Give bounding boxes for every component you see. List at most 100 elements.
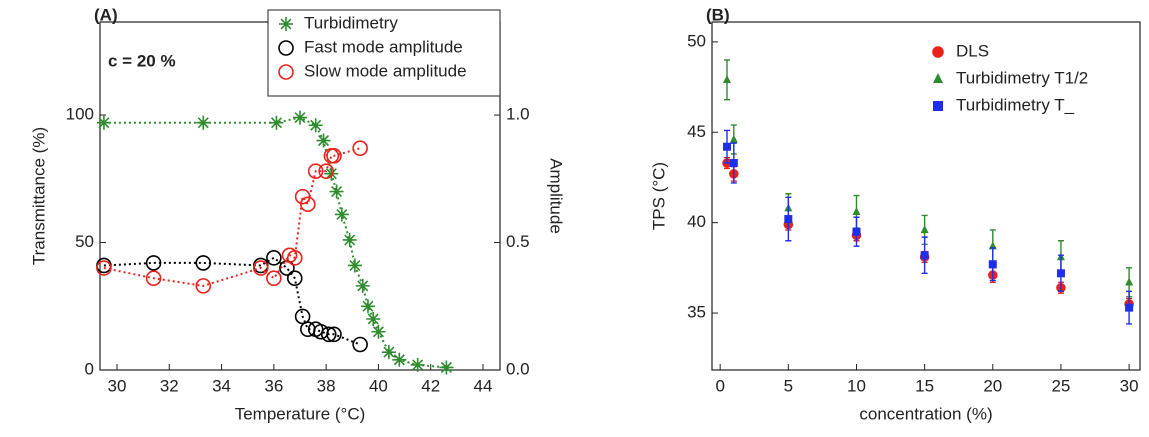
- marker: [320, 326, 337, 343]
- marker: [308, 118, 323, 133]
- marker: [722, 142, 731, 151]
- marker: [324, 166, 339, 181]
- marker: [1125, 303, 1134, 312]
- annotation: c = 20 %: [108, 51, 176, 70]
- y-tick-label: 0: [85, 359, 94, 378]
- x-tick-label: 15: [915, 376, 934, 395]
- legend-label: DLS: [956, 41, 989, 60]
- x-tick-label: 44: [474, 376, 493, 395]
- legend-label: Fast mode amplitude: [304, 37, 463, 56]
- marker: [729, 159, 738, 168]
- marker: [352, 336, 368, 353]
- marker: [145, 255, 162, 271]
- marker: [293, 110, 307, 125]
- x-tick-label: 36: [264, 376, 283, 395]
- marker: [988, 260, 997, 269]
- x-tick-label: 20: [983, 376, 1002, 395]
- marker: [196, 115, 211, 130]
- marker: [96, 260, 112, 276]
- legend-label: Turbidimetry T1/2: [956, 68, 1088, 87]
- marker: [352, 140, 368, 156]
- marker: [852, 207, 861, 216]
- marker: [195, 278, 212, 294]
- marker: [307, 163, 324, 179]
- marker: [286, 270, 303, 287]
- marker: [852, 227, 861, 236]
- legend-marker: [278, 40, 294, 56]
- marker: [355, 278, 370, 293]
- marker: [366, 312, 381, 327]
- marker: [371, 324, 386, 339]
- marker: [326, 148, 342, 164]
- marker: [313, 323, 329, 340]
- legend-box: [267, 9, 501, 97]
- x-axis-label: concentration (%): [859, 404, 992, 423]
- marker: [392, 352, 407, 367]
- x-tick-label: 38: [317, 376, 336, 395]
- marker: [381, 345, 396, 360]
- x-tick-label: 40: [369, 376, 388, 395]
- marker: [96, 115, 111, 130]
- marker: [329, 184, 344, 199]
- marker: [784, 215, 793, 224]
- chart-title: (B): [706, 5, 730, 24]
- marker: [1056, 269, 1065, 278]
- y-tick-label: 50: [75, 232, 94, 251]
- marker: [318, 163, 334, 179]
- marker: [266, 270, 282, 287]
- marker: [722, 75, 731, 84]
- chart-title: (A): [94, 5, 118, 24]
- y-tick-label: 40: [687, 212, 706, 231]
- marker: [920, 225, 929, 234]
- marker: [286, 250, 303, 266]
- marker: [334, 207, 349, 222]
- x-axis-label: Temperature (°C): [235, 404, 366, 423]
- marker: [316, 133, 331, 148]
- series-line: [103, 147, 361, 287]
- legend-marker: [932, 46, 944, 58]
- y-tick-label: 45: [687, 122, 706, 141]
- x-tick-label: 10: [847, 376, 866, 395]
- legend-marker: [278, 64, 294, 80]
- x-tick-label: 32: [160, 376, 179, 395]
- x-tick-label: 5: [784, 376, 793, 395]
- legend-label: Turbidimetry T_: [956, 95, 1075, 114]
- plot-frame: [711, 21, 1141, 371]
- marker: [729, 134, 738, 143]
- marker: [347, 258, 362, 273]
- legend-label: Slow mode amplitude: [304, 61, 467, 80]
- marker: [294, 188, 311, 205]
- legend-label: Turbidimetry: [304, 13, 398, 32]
- legend-marker: [279, 17, 293, 31]
- x-tick-label: 30: [108, 376, 127, 395]
- x-tick-label: 25: [1051, 376, 1070, 395]
- legend-marker: [933, 73, 943, 83]
- marker: [266, 250, 282, 266]
- y2-tick-label: 1.0: [506, 105, 530, 124]
- y-axis-label: TPS (°C): [649, 162, 668, 230]
- marker: [300, 321, 316, 338]
- y2-axis-label: Amplitude: [547, 158, 566, 234]
- marker: [342, 232, 357, 247]
- y2-tick-label: 0.0: [506, 359, 530, 378]
- x-tick-label: 42: [421, 376, 440, 395]
- y-axis-label: Transmittance (%): [29, 127, 48, 265]
- marker: [920, 251, 929, 260]
- y-tick-label: 50: [687, 31, 706, 50]
- x-tick-label: 0: [715, 376, 724, 395]
- x-tick-label: 30: [1120, 376, 1139, 395]
- legend-marker: [933, 101, 943, 111]
- marker: [269, 115, 284, 130]
- marker: [1125, 277, 1134, 286]
- marker: [410, 357, 425, 372]
- y2-tick-label: 0.5: [506, 232, 530, 251]
- marker: [439, 360, 454, 375]
- series-line: [103, 256, 361, 346]
- marker: [326, 326, 342, 343]
- x-tick-label: 34: [212, 376, 231, 395]
- series-line: [103, 116, 447, 369]
- marker: [360, 299, 375, 314]
- marker: [252, 260, 269, 276]
- marker: [195, 255, 212, 271]
- y-tick-label: 35: [687, 303, 706, 322]
